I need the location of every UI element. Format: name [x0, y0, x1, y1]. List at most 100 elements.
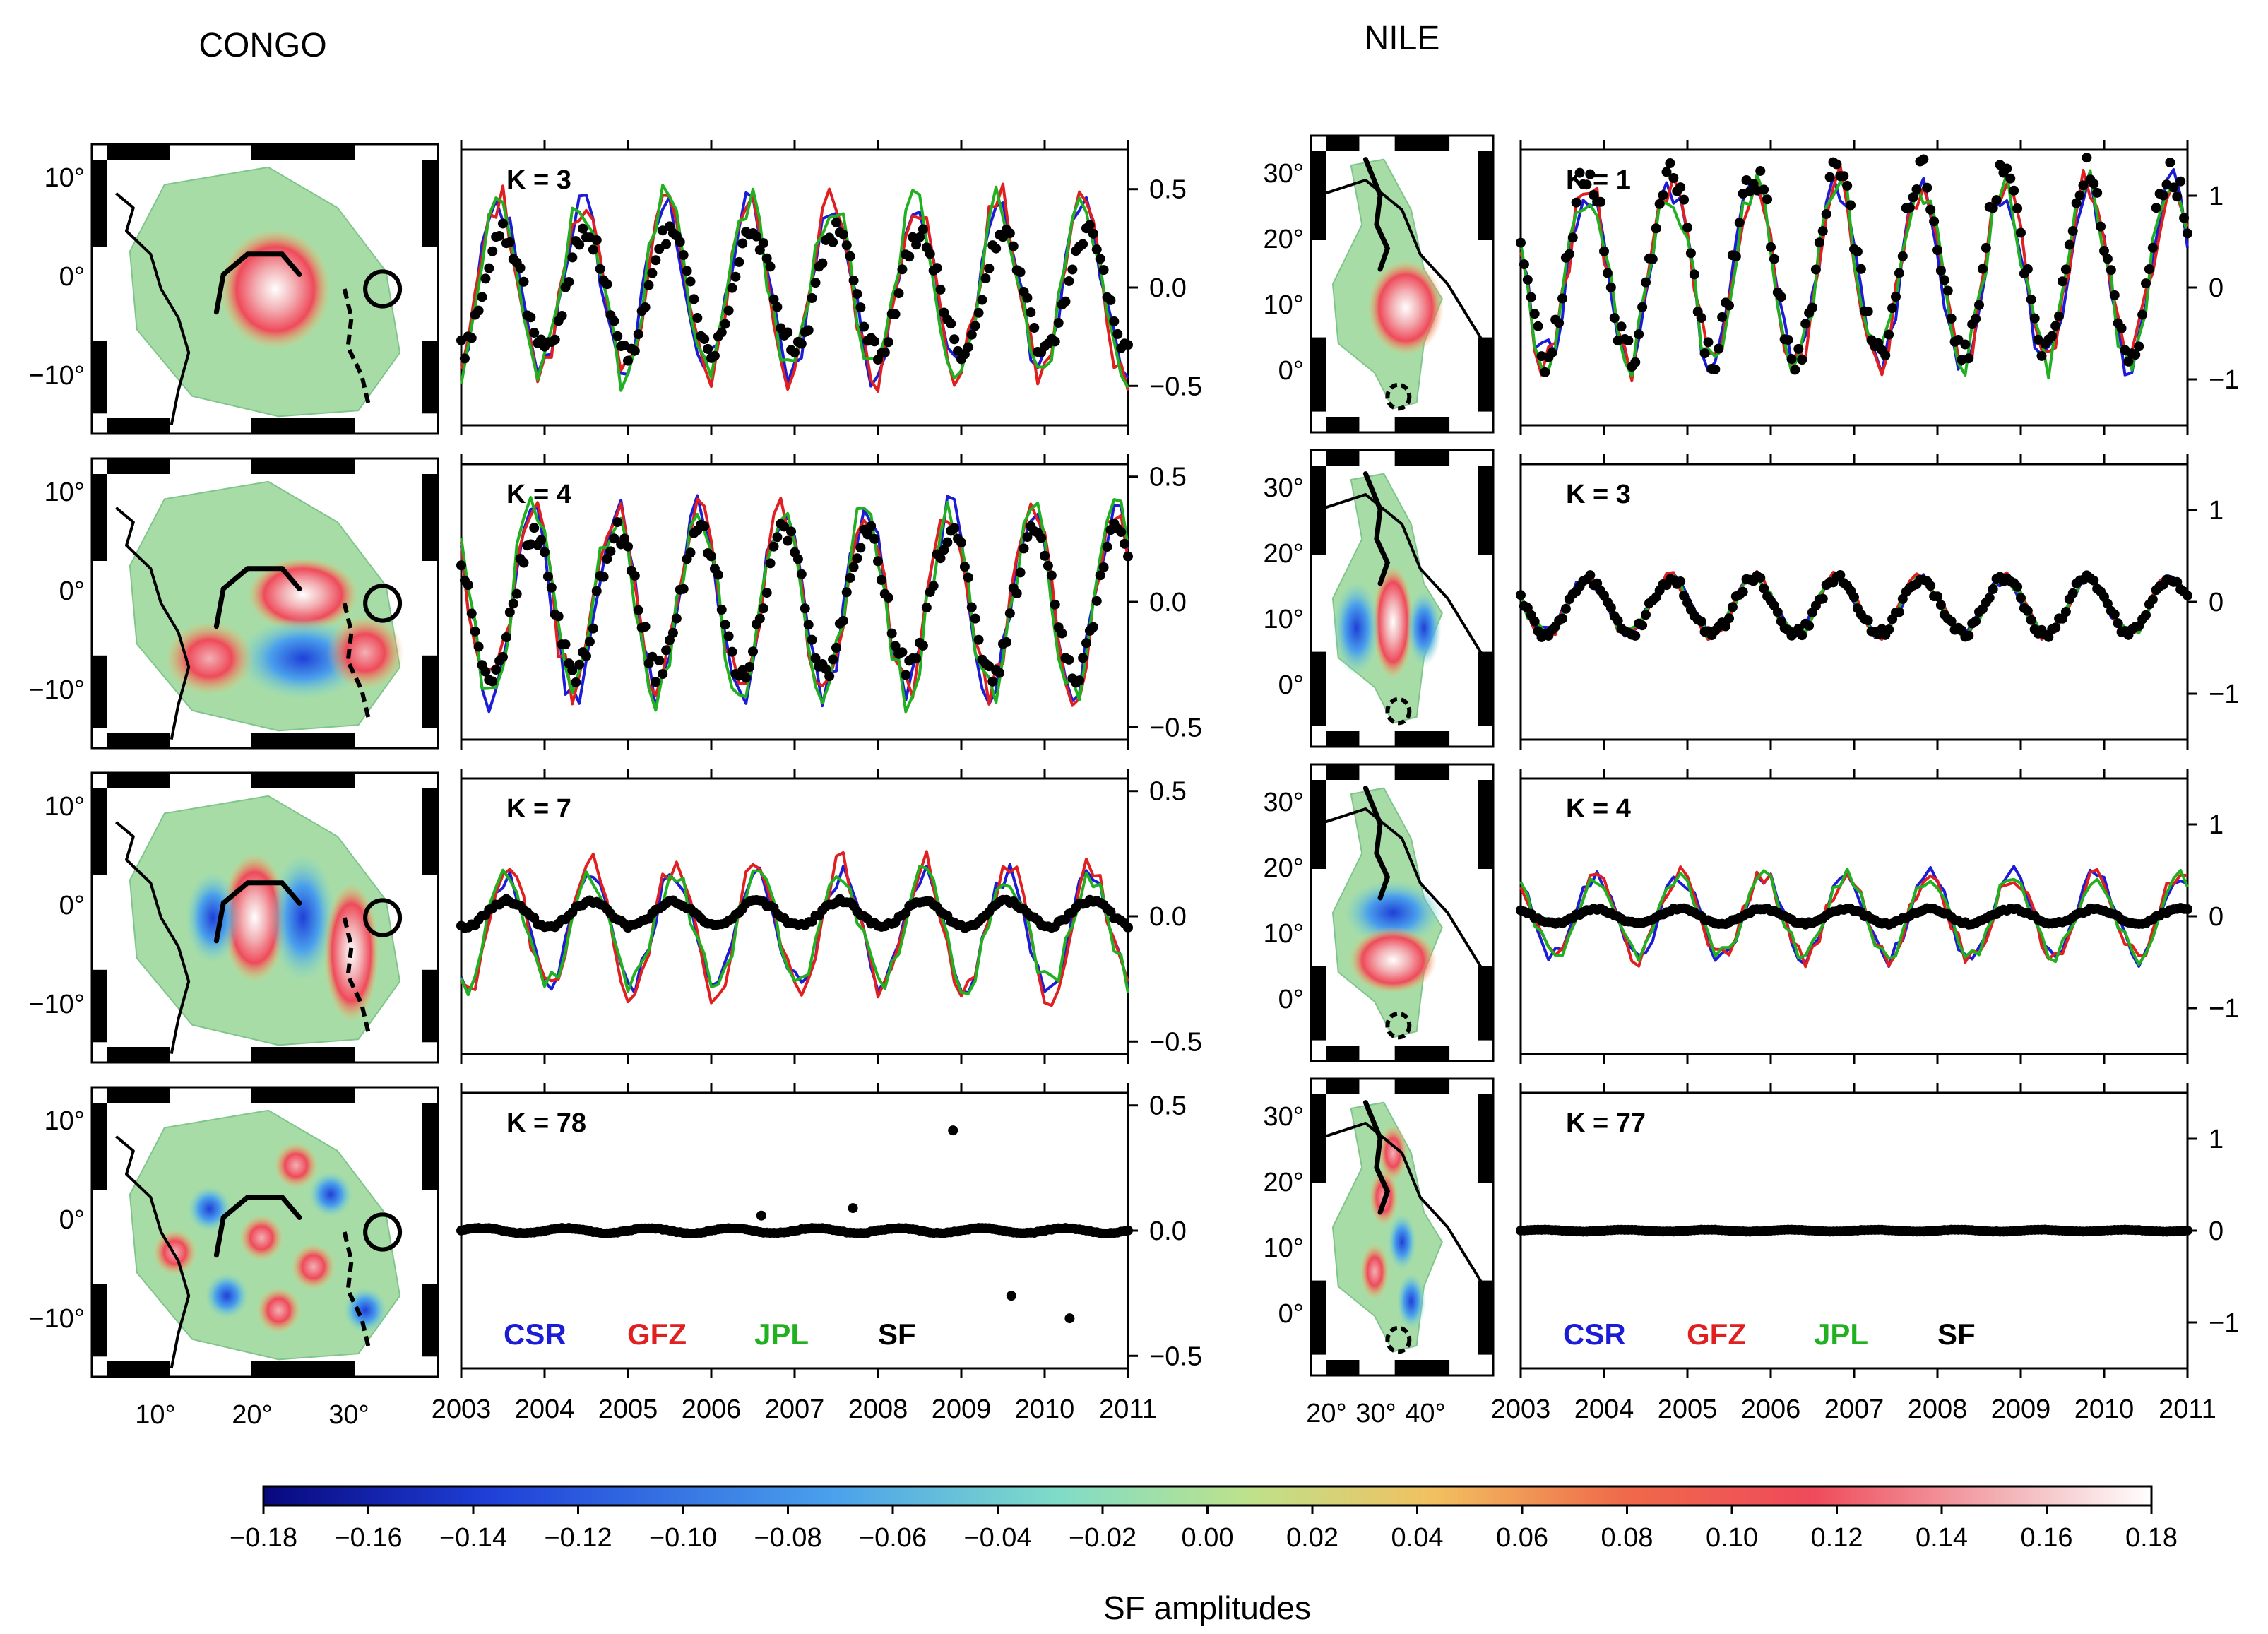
sf-point: [848, 276, 859, 286]
sf-point: [2058, 276, 2067, 287]
sf-point: [515, 263, 526, 273]
sf-point: [1053, 317, 1064, 328]
sf-point: [1109, 316, 1120, 326]
sf-point: [1057, 628, 1067, 639]
sf-point: [498, 218, 508, 229]
river: [1362, 1100, 1391, 1215]
map-border-segment: [1326, 417, 1360, 432]
sf-point: [2168, 182, 2179, 193]
lake: [363, 1212, 403, 1252]
sf-pattern-blob: [256, 1286, 301, 1334]
sf-point: [859, 321, 869, 332]
k-label: K = 77: [1566, 1108, 1646, 1138]
sf-point: [1516, 237, 1526, 248]
sf-point: [1679, 194, 1690, 205]
map-border-segment: [1394, 1046, 1450, 1061]
map-lat-label: 0°: [59, 576, 85, 606]
map-border-segment: [251, 144, 355, 160]
legend-jpl: JPL: [754, 1318, 809, 1351]
sf-point: [518, 276, 529, 287]
sf-point: [855, 302, 866, 313]
map-border-segment: [422, 1284, 438, 1357]
sf-point: [1839, 171, 1849, 182]
sf-point: [2012, 581, 2023, 592]
x-tick-label: 2008: [848, 1395, 908, 1424]
sf-point: [1008, 241, 1019, 251]
legend-jpl: JPL: [1814, 1318, 1868, 1351]
sf-outlier-point: [848, 1203, 858, 1214]
sf-point: [970, 613, 980, 624]
sf-point: [1571, 197, 1581, 208]
sf-point: [959, 562, 970, 572]
legend-csr: CSR: [504, 1318, 566, 1351]
sf-point: [1904, 202, 1915, 213]
map-border-segment: [92, 341, 107, 414]
sf-point: [678, 250, 689, 261]
sf-point: [2147, 594, 2158, 605]
sf-point: [828, 237, 838, 247]
y-tick-label: 1: [2209, 182, 2224, 211]
sf-point: [1654, 199, 1665, 209]
sf-point: [1668, 173, 1679, 184]
x-tick-label: 2009: [932, 1395, 992, 1424]
x-tick-label: 2007: [1824, 1395, 1884, 1424]
sf-pattern-blob: [1343, 879, 1443, 947]
colorbar-tick-label: −0.04: [963, 1523, 1031, 1553]
sf-point: [915, 232, 925, 242]
sf-point: [1842, 180, 1853, 191]
sf-point: [2026, 615, 2036, 625]
sf-point: [699, 333, 710, 344]
sf-point: [1911, 184, 1922, 194]
x-tick-label: 2010: [1015, 1395, 1075, 1424]
sf-point: [1123, 1225, 1133, 1236]
sf-point: [2175, 176, 2186, 187]
map-border-segment: [1326, 136, 1360, 151]
sf-point: [977, 295, 987, 305]
sf-point: [886, 628, 897, 639]
sf-point: [991, 243, 1002, 254]
sf-pattern-blob: [187, 1185, 232, 1232]
sf-point: [651, 255, 661, 266]
sf-point: [609, 533, 619, 544]
sf-point: [2144, 264, 2154, 275]
sf-point: [2109, 609, 2120, 620]
sf-point: [1762, 194, 1773, 205]
map-border-segment: [1478, 466, 1493, 555]
sf-point: [1724, 613, 1734, 624]
sf-point: [1759, 583, 1769, 593]
map-lat-label: 0°: [1278, 1299, 1304, 1329]
sf-point: [1120, 538, 1130, 549]
sf-point: [748, 646, 758, 657]
sf-point: [897, 264, 908, 275]
lake: [363, 898, 403, 937]
colorbar-tick-label: 0.16: [2021, 1523, 2073, 1553]
y-tick-label: 0: [2209, 902, 2224, 932]
sf-point: [1810, 264, 1821, 275]
sf-point: [709, 350, 720, 361]
map-lat-label: 30°: [1264, 473, 1304, 503]
map-lat-label: 0°: [1278, 670, 1304, 700]
map-lat-label: 30°: [1264, 788, 1304, 817]
sf-point: [473, 305, 484, 316]
sf-point: [1567, 232, 1578, 243]
x-tick-label: 2011: [1099, 1395, 1157, 1424]
colorbar-tick-label: −0.02: [1069, 1523, 1136, 1553]
sf-point: [1981, 242, 1991, 253]
sf-point: [1116, 527, 1127, 538]
sf-point: [633, 605, 643, 615]
rift-lakes: [342, 1231, 371, 1349]
colorbar: −0.18 −0.16 −0.14 −0.12 −0.10 −0.08 −0.06 −0.04…: [230, 1485, 2178, 1626]
sf-point: [935, 553, 946, 564]
coastline: [115, 1135, 191, 1369]
sf-point: [477, 292, 487, 302]
sf-point: [1112, 328, 1123, 339]
map-border-segment: [1326, 450, 1360, 466]
k-label: K = 78: [506, 1108, 586, 1138]
sf-point: [1529, 616, 1540, 627]
sf-point: [470, 626, 480, 637]
sf-point: [841, 587, 852, 598]
sf-point: [623, 355, 633, 366]
sf-point: [1772, 607, 1783, 617]
sf-point: [1616, 321, 1627, 332]
sf-point: [1797, 355, 1807, 365]
